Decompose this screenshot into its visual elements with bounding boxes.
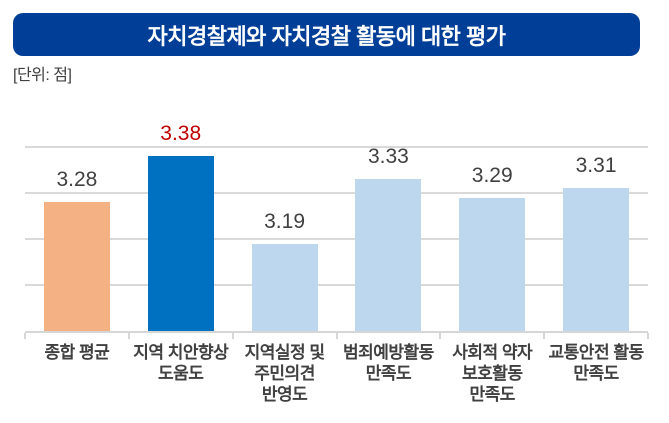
category-label-line: 범죄예방활동 bbox=[342, 343, 434, 362]
category-label-line: 종합 평균 bbox=[44, 343, 110, 362]
x-axis-tick bbox=[647, 333, 649, 339]
category-label: 종합 평균 bbox=[21, 342, 133, 363]
category-label-line: 만족도 bbox=[469, 385, 516, 404]
gridline bbox=[25, 238, 648, 240]
x-axis-line bbox=[25, 331, 648, 333]
bar bbox=[355, 179, 422, 331]
category-label-line: 교통안전 활동 bbox=[548, 343, 645, 362]
chart-title: 자치경찰제와 자치경찰 활동에 대한 평가 bbox=[147, 23, 506, 49]
gridline bbox=[25, 192, 648, 194]
category-label-line: 반영도 bbox=[261, 385, 308, 404]
gridline bbox=[25, 146, 648, 148]
bar-value-label: 3.38 bbox=[160, 122, 202, 146]
x-axis-tick bbox=[335, 333, 338, 339]
x-axis-tick bbox=[231, 333, 234, 339]
bar-value-label: 3.33 bbox=[367, 145, 409, 169]
x-axis-tick bbox=[439, 333, 442, 339]
category-label-line: 보호활동 bbox=[461, 364, 523, 383]
bar-value-label: 3.31 bbox=[575, 154, 617, 178]
bar-value-label: 3.19 bbox=[264, 209, 305, 233]
category-label-line: 지역실정 및 bbox=[244, 343, 325, 362]
x-axis-tick bbox=[127, 333, 130, 339]
category-label-line: 지역 치안향상 bbox=[133, 343, 229, 362]
category-label-line: 사회적 약자 bbox=[452, 343, 533, 362]
bar-value-label: 3.29 bbox=[471, 163, 513, 187]
category-label-line: 만족도 bbox=[365, 364, 412, 383]
bar bbox=[563, 188, 630, 331]
bar-value-label: 3.28 bbox=[56, 168, 98, 192]
category-label-line: 도움도 bbox=[158, 364, 204, 383]
category-label-line: 주민의견 bbox=[254, 364, 315, 383]
bar bbox=[251, 243, 318, 331]
gridline bbox=[25, 284, 648, 286]
bar bbox=[459, 197, 526, 331]
chart-title-banner: 자치경찰제와 자치경찰 활동에 대한 평가 bbox=[13, 13, 640, 56]
category-label-line: 만족도 bbox=[573, 364, 619, 383]
bar bbox=[43, 202, 110, 331]
x-axis-tick bbox=[24, 333, 26, 339]
bar bbox=[147, 156, 214, 331]
unit-label: [단위: 점] bbox=[13, 67, 72, 84]
x-axis-tick bbox=[543, 333, 546, 339]
